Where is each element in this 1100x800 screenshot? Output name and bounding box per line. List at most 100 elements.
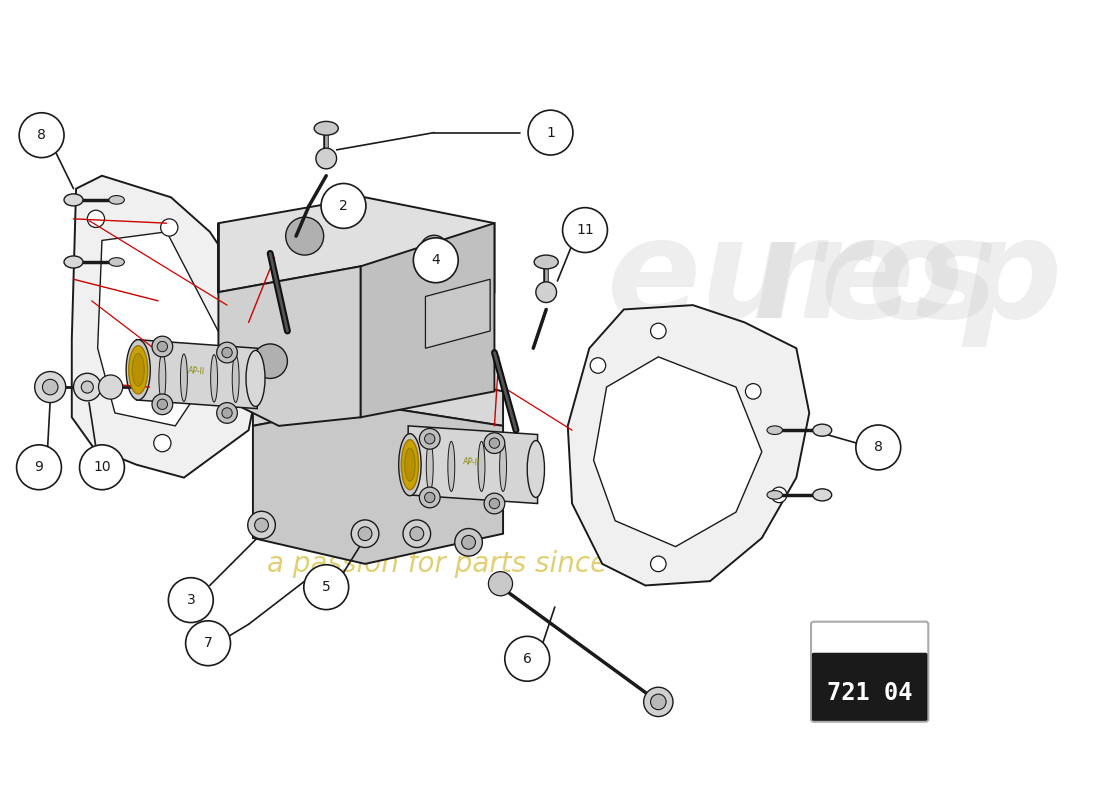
Circle shape [856, 425, 901, 470]
Circle shape [351, 520, 378, 547]
Circle shape [35, 371, 66, 402]
Ellipse shape [478, 442, 485, 491]
Circle shape [186, 621, 231, 666]
Text: 5: 5 [322, 580, 331, 594]
Circle shape [528, 110, 573, 155]
Ellipse shape [211, 354, 218, 402]
Text: 6: 6 [522, 652, 531, 666]
Circle shape [771, 487, 786, 502]
FancyBboxPatch shape [811, 622, 928, 722]
Ellipse shape [158, 354, 166, 401]
Circle shape [484, 493, 505, 514]
Ellipse shape [81, 381, 94, 393]
Circle shape [490, 498, 499, 509]
Ellipse shape [767, 426, 782, 434]
Circle shape [254, 518, 268, 532]
Text: 7: 7 [204, 636, 212, 650]
Text: 11: 11 [576, 223, 594, 237]
Circle shape [304, 565, 349, 610]
Text: res: res [754, 212, 999, 346]
Circle shape [419, 487, 440, 508]
Text: 721 04: 721 04 [827, 682, 912, 706]
Circle shape [152, 394, 173, 414]
Circle shape [454, 529, 483, 556]
Ellipse shape [109, 258, 124, 266]
Ellipse shape [126, 340, 151, 400]
Circle shape [286, 217, 323, 255]
Ellipse shape [427, 442, 433, 491]
Ellipse shape [64, 194, 82, 206]
Circle shape [157, 342, 167, 352]
Circle shape [425, 434, 435, 444]
Text: europ: europ [606, 212, 1063, 346]
Polygon shape [426, 279, 491, 348]
Ellipse shape [129, 346, 147, 394]
Text: 10: 10 [94, 460, 111, 474]
Circle shape [419, 429, 440, 449]
Ellipse shape [448, 442, 454, 491]
Ellipse shape [315, 122, 339, 135]
Circle shape [19, 113, 64, 158]
Ellipse shape [180, 354, 187, 402]
Circle shape [79, 445, 124, 490]
Circle shape [248, 511, 275, 539]
Circle shape [591, 358, 606, 374]
Circle shape [488, 572, 513, 596]
Circle shape [161, 219, 178, 236]
Ellipse shape [402, 440, 418, 490]
Circle shape [222, 378, 240, 396]
Polygon shape [219, 223, 361, 426]
Text: 8: 8 [37, 128, 46, 142]
Circle shape [650, 323, 667, 338]
Circle shape [152, 336, 173, 357]
Circle shape [87, 210, 104, 227]
Circle shape [321, 183, 366, 228]
Text: a passion for parts since 1985: a passion for parts since 1985 [267, 550, 688, 578]
Circle shape [562, 208, 607, 253]
Circle shape [403, 520, 430, 547]
Polygon shape [98, 232, 227, 426]
Circle shape [16, 445, 62, 490]
Circle shape [43, 379, 58, 395]
Circle shape [650, 556, 667, 572]
Ellipse shape [767, 490, 782, 499]
Ellipse shape [405, 448, 415, 481]
Circle shape [154, 434, 170, 452]
Polygon shape [72, 176, 271, 478]
Circle shape [217, 342, 238, 363]
Ellipse shape [527, 441, 544, 498]
Polygon shape [594, 357, 762, 546]
Ellipse shape [499, 442, 506, 491]
Text: 3: 3 [186, 593, 195, 607]
Ellipse shape [99, 375, 123, 399]
Circle shape [157, 399, 167, 410]
Circle shape [414, 238, 459, 282]
Ellipse shape [316, 148, 337, 169]
Text: 9: 9 [34, 460, 43, 474]
Circle shape [222, 408, 232, 418]
Circle shape [420, 235, 448, 263]
Polygon shape [361, 223, 494, 418]
Ellipse shape [109, 195, 124, 204]
Circle shape [253, 344, 287, 378]
Text: 1: 1 [546, 126, 554, 140]
Ellipse shape [232, 355, 239, 402]
Circle shape [217, 402, 238, 423]
Ellipse shape [535, 255, 559, 269]
Ellipse shape [813, 489, 832, 501]
Text: AP-II: AP-II [188, 366, 206, 377]
Ellipse shape [398, 434, 421, 496]
Polygon shape [408, 426, 538, 503]
Text: 4: 4 [431, 254, 440, 267]
Circle shape [222, 347, 232, 358]
Polygon shape [568, 305, 810, 586]
Ellipse shape [132, 354, 144, 386]
Polygon shape [219, 198, 494, 292]
Text: AP-II: AP-II [462, 457, 480, 467]
Polygon shape [136, 340, 257, 409]
Circle shape [410, 526, 424, 541]
FancyBboxPatch shape [812, 653, 927, 721]
Ellipse shape [74, 374, 101, 401]
Circle shape [746, 384, 761, 399]
Circle shape [505, 636, 550, 681]
